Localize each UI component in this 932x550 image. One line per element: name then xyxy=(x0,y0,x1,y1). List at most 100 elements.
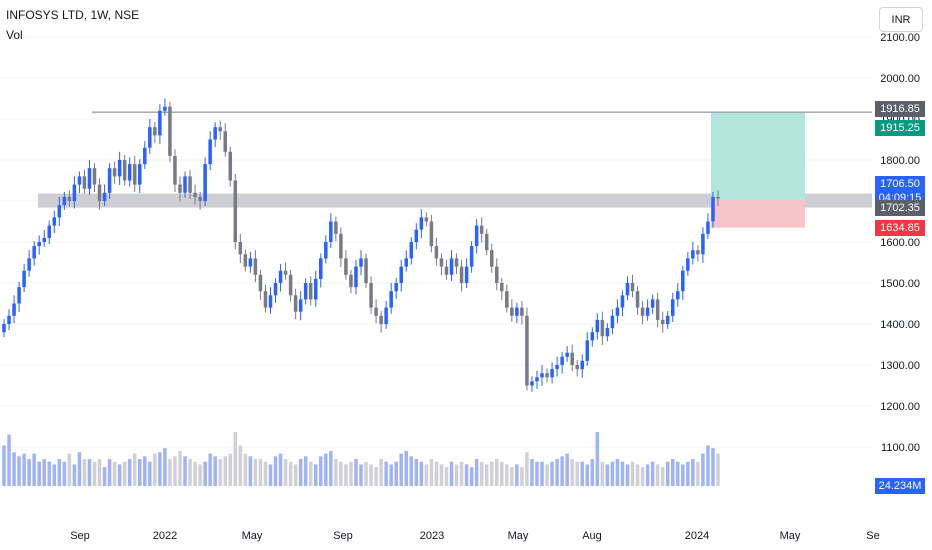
volume-bar xyxy=(615,459,620,486)
candle xyxy=(474,219,479,254)
volume-bar xyxy=(399,453,403,486)
candle xyxy=(660,311,665,333)
time-tick: Se xyxy=(866,530,879,542)
volume-bar xyxy=(158,452,162,486)
time-tick: Sep xyxy=(70,530,90,542)
volume-bar xyxy=(660,467,665,486)
volume-bar xyxy=(87,459,92,486)
candle xyxy=(676,283,680,307)
volume-bar xyxy=(17,456,21,486)
volume-bar xyxy=(409,456,414,486)
candle xyxy=(686,251,690,276)
candle xyxy=(183,171,187,198)
candle xyxy=(62,191,67,211)
volume-bar xyxy=(575,461,579,486)
volume-bar xyxy=(32,453,36,486)
volume-bar xyxy=(173,456,177,486)
candle xyxy=(510,299,514,322)
volume-legend: Vol xyxy=(6,28,23,42)
candle xyxy=(595,313,600,340)
candle xyxy=(565,346,569,362)
candle xyxy=(570,344,574,372)
volume-bar xyxy=(57,459,62,486)
volume-bar xyxy=(570,459,574,486)
candle xyxy=(706,213,710,239)
candle xyxy=(188,169,192,199)
volume-bar xyxy=(545,464,549,486)
volume-bar xyxy=(580,461,584,486)
candle xyxy=(550,362,554,384)
volume-bar xyxy=(474,459,479,486)
candle xyxy=(12,295,16,324)
time-tick: May xyxy=(780,530,801,542)
candle xyxy=(27,250,31,277)
candle xyxy=(354,260,358,295)
candle xyxy=(389,283,393,314)
candle xyxy=(319,253,323,288)
price-tick: 1400.00 xyxy=(880,319,920,331)
candle xyxy=(344,250,348,280)
candle xyxy=(102,184,107,206)
volume-bar xyxy=(42,459,46,486)
candle xyxy=(7,309,11,331)
time-tick: May xyxy=(508,530,529,542)
volume-bar xyxy=(218,459,222,486)
volume-bar xyxy=(520,467,524,486)
candle xyxy=(228,146,233,187)
candle xyxy=(495,258,499,291)
volume-bar xyxy=(12,452,16,486)
candle xyxy=(349,269,353,294)
volume-bar xyxy=(535,461,539,486)
volume-bar xyxy=(308,461,313,486)
candle xyxy=(223,123,227,157)
volume-bar xyxy=(550,461,554,486)
volume-bar xyxy=(138,459,142,486)
candle xyxy=(218,120,222,140)
volume-bar xyxy=(510,467,514,486)
volume-bar xyxy=(645,464,650,486)
volume-bar xyxy=(117,464,122,486)
volume-bar xyxy=(97,459,102,486)
candle xyxy=(691,242,695,265)
volume-bar xyxy=(484,464,489,486)
candle xyxy=(625,276,630,301)
volume-bar xyxy=(298,459,303,486)
candle xyxy=(454,253,459,274)
volume-bar xyxy=(238,445,243,486)
candle xyxy=(67,190,72,208)
volume-bar xyxy=(560,456,564,486)
volume-bar xyxy=(364,461,368,486)
volume-bar xyxy=(670,459,675,486)
candle xyxy=(308,276,313,306)
volume-bar xyxy=(37,461,41,486)
volume-bar xyxy=(540,461,544,486)
candle xyxy=(153,122,157,143)
volume-bar xyxy=(273,456,278,486)
candle xyxy=(434,237,439,266)
currency-button[interactable]: INR xyxy=(879,7,923,32)
candle xyxy=(263,284,268,313)
volume-bar xyxy=(555,459,559,486)
candle xyxy=(132,155,137,192)
symbol-title[interactable]: INFOSYS LTD, 1W, NSE xyxy=(6,8,140,22)
volume-bar xyxy=(590,459,595,486)
volume-bar xyxy=(565,453,569,486)
candle xyxy=(645,299,650,321)
candle xyxy=(2,319,6,338)
candle xyxy=(203,157,207,206)
volume-bar xyxy=(464,464,469,486)
candle xyxy=(479,217,484,243)
time-tick: 2022 xyxy=(153,530,177,542)
volume-bar xyxy=(620,461,625,486)
volume-bar xyxy=(82,459,87,486)
volume-bar xyxy=(696,461,700,486)
volume-bar xyxy=(711,448,715,486)
candle xyxy=(489,243,494,273)
volume-bar xyxy=(243,453,248,486)
candle xyxy=(273,278,278,303)
target-price-badge: 1915.25 xyxy=(875,120,925,137)
volume-bar xyxy=(233,432,238,486)
volume-bar xyxy=(72,464,77,486)
volume-bar xyxy=(369,464,373,486)
